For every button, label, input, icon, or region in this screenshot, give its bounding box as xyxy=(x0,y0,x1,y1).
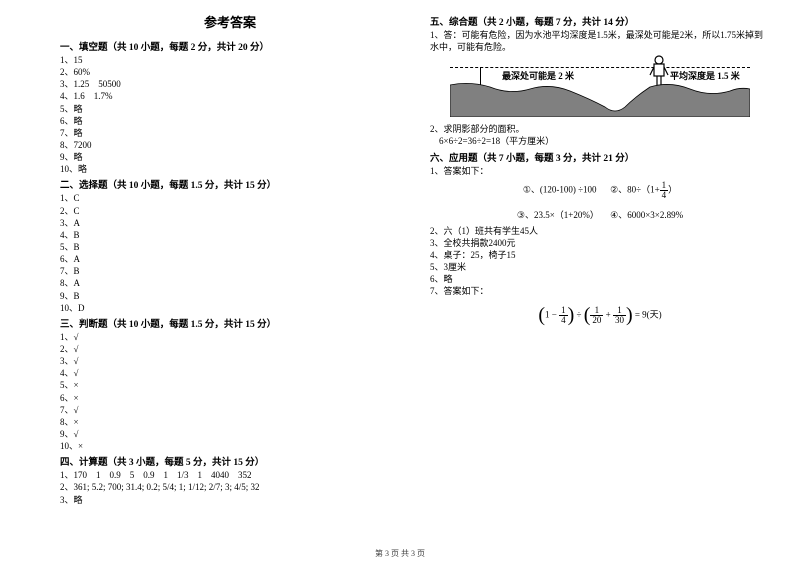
section-4-header: 四、计算题（共 3 小题，每题 5 分，共计 15 分） xyxy=(60,454,400,468)
s1-item: 1、15 xyxy=(60,54,400,66)
s3-item: 9、√ xyxy=(60,428,400,440)
s6-item: 6、略 xyxy=(430,273,770,285)
formula-row-1: ①、(120-100) ÷100 ②、80÷（1+14） xyxy=(430,181,770,200)
s6-item: 4、桌子：25，椅子15 xyxy=(430,249,770,261)
section-3-header: 三、判断题（共 10 小题，每题 1.5 分，共计 15 分） xyxy=(60,316,400,330)
s2-item: 8、A xyxy=(60,277,400,289)
s1-item: 8、7200 xyxy=(60,139,400,151)
fraction-icon: 14 xyxy=(660,181,669,200)
s3-item: 1、√ xyxy=(60,331,400,343)
s3-item: 6、× xyxy=(60,392,400,404)
section-1-header: 一、填空题（共 10 小题，每题 2 分，共计 20 分） xyxy=(60,39,400,53)
s1-item: 9、略 xyxy=(60,151,400,163)
formula-2-pre: ②、80÷（1+ xyxy=(610,184,660,194)
s4-item: 1、170 1 0.9 5 0.9 1 1/3 1 4040 352 xyxy=(60,469,400,481)
s2-item: 1、C xyxy=(60,192,400,204)
s3-item: 8、× xyxy=(60,416,400,428)
s6-item: 7、答案如下： xyxy=(430,285,770,297)
s2-item: 5、B xyxy=(60,241,400,253)
s4-item: 2、361; 5.2; 700; 31.4; 0.2; 5/4; 1; 1/12… xyxy=(60,481,400,493)
s3-item: 4、√ xyxy=(60,367,400,379)
fraction-icon: 14 xyxy=(559,306,568,325)
s3-item: 5、× xyxy=(60,379,400,391)
fraction-icon: 130 xyxy=(613,306,626,325)
s2-item: 3、A xyxy=(60,217,400,229)
s1-item: 7、略 xyxy=(60,127,400,139)
s1-item: 5、略 xyxy=(60,103,400,115)
s2-item: 10、D xyxy=(60,302,400,314)
s1-item: 10、略 xyxy=(60,163,400,175)
s3-item: 10、× xyxy=(60,440,400,452)
s5-q1-text: 1、答：可能有危险，因为水池平均深度是1.5米，最深处可能是2米，所以1.75米… xyxy=(430,29,770,53)
s5-q2-calc: 6×6÷2=36÷2=18（平方厘米） xyxy=(430,135,770,147)
s3-item: 2、√ xyxy=(60,343,400,355)
s2-item: 6、A xyxy=(60,253,400,265)
section-6-header: 六、应用题（共 7 小题，每题 3 分，共计 21 分） xyxy=(430,150,770,164)
terrain-shape xyxy=(450,77,750,117)
s2-item: 2、C xyxy=(60,205,400,217)
s5-q2-text: 2、求阴影部分的面积。 xyxy=(430,123,770,135)
s1-item: 4、1.6 1.7% xyxy=(60,90,400,102)
s4-item: 3、略 xyxy=(60,494,400,506)
formula-2-post: ） xyxy=(668,184,677,194)
s2-item: 4、B xyxy=(60,229,400,241)
page-title: 参考答案 xyxy=(60,12,400,31)
section-5-header: 五、综合题（共 2 小题，每题 7 分，共计 14 分） xyxy=(430,14,770,28)
pool-diagram: 最深处可能是 2 米 平均深度是 1.5 米 xyxy=(450,57,750,117)
s6-item: 5、3厘米 xyxy=(430,261,770,273)
s6-item: 3、全校共捐款2400元 xyxy=(430,237,770,249)
left-column: 参考答案 一、填空题（共 10 小题，每题 2 分，共计 20 分） 1、15 … xyxy=(60,12,400,506)
s6-q1-intro: 1、答案如下： xyxy=(430,165,770,177)
formula-1: ①、(120-100) ÷100 xyxy=(523,184,597,194)
s3-item: 3、√ xyxy=(60,355,400,367)
s1-item: 3、1.25 50500 xyxy=(60,78,400,90)
water-surface-line xyxy=(450,67,750,68)
equation-result: = 9(天) xyxy=(635,309,662,319)
formula-4: ④、6000×3×2.89% xyxy=(610,210,683,220)
right-column: 五、综合题（共 2 小题，每题 7 分，共计 14 分） 1、答：可能有危险，因… xyxy=(430,12,770,506)
s1-item: 6、略 xyxy=(60,115,400,127)
s2-item: 9、B xyxy=(60,290,400,302)
s2-item: 7、B xyxy=(60,265,400,277)
fraction-icon: 120 xyxy=(590,306,603,325)
equation-q7: (1 − 14) ÷ (120 + 130) = 9(天) xyxy=(430,304,770,327)
formula-row-2: ③、23.5×（1+20%） ④、6000×3×2.89% xyxy=(430,208,770,221)
s1-item: 2、60% xyxy=(60,66,400,78)
page-footer: 第 3 页 共 3 页 xyxy=(0,548,800,559)
formula-3: ③、23.5×（1+20%） xyxy=(517,210,599,220)
s3-item: 7、√ xyxy=(60,404,400,416)
s6-item: 2、六（1）班共有学生45人 xyxy=(430,225,770,237)
section-2-header: 二、选择题（共 10 小题，每题 1.5 分，共计 15 分） xyxy=(60,177,400,191)
